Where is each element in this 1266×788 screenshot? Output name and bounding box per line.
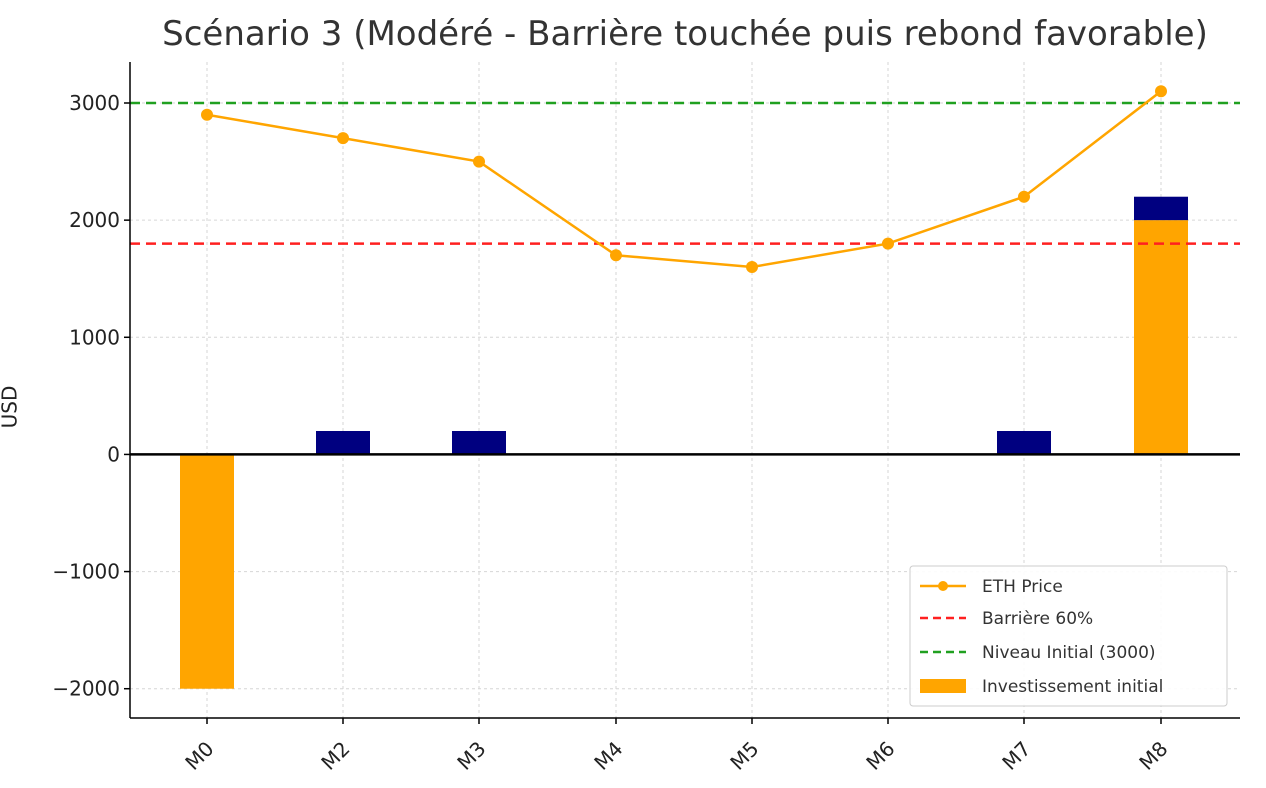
y-tick-label: 1000	[69, 325, 120, 349]
legend	[909, 565, 1228, 707]
x-tick-label: M2	[316, 737, 354, 775]
y-tick-label: −2000	[52, 677, 120, 701]
x-tick-label: M5	[725, 737, 763, 775]
bar-coupon	[452, 431, 506, 455]
x-tick-label: M4	[589, 737, 627, 775]
y-tick-label: 2000	[69, 208, 120, 232]
legend-label: Barrière 60%	[982, 609, 1093, 629]
x-tick-label: M6	[861, 737, 899, 775]
bar-investissement	[1134, 220, 1188, 455]
y-tick-label: 0	[107, 442, 120, 466]
legend-label: Niveau Initial (3000)	[982, 643, 1156, 663]
eth-price-point	[337, 132, 349, 145]
eth-price-point	[882, 237, 894, 250]
bar-coupon	[997, 431, 1051, 455]
bar-coupon	[316, 431, 370, 455]
legend-swatch-investissement	[920, 679, 966, 693]
eth-price-point	[473, 155, 485, 168]
eth-price-point	[1018, 190, 1030, 203]
legend-label: Investissement initial	[982, 677, 1163, 697]
legend-swatch-eth-price-marker	[938, 581, 948, 591]
y-tick-label: −1000	[52, 560, 120, 584]
bar-investissement	[180, 454, 234, 689]
eth-price-point	[201, 108, 213, 121]
x-tick-label: M0	[180, 737, 218, 775]
eth-price-point	[1155, 85, 1167, 98]
eth-price-point	[746, 261, 758, 273]
bar-coupon	[1134, 196, 1188, 221]
legend-label: ETH Price	[982, 577, 1063, 597]
eth-price-line	[206, 90, 1162, 269]
x-tick-label: M3	[452, 737, 490, 775]
chart-title: Scénario 3 (Modéré - Barrière touchée pu…	[162, 14, 1208, 54]
y-tick-label: 3000	[69, 91, 120, 115]
x-tick-label: M7	[997, 737, 1035, 775]
x-tick-label: M8	[1134, 737, 1172, 775]
eth-price-point	[610, 249, 622, 262]
